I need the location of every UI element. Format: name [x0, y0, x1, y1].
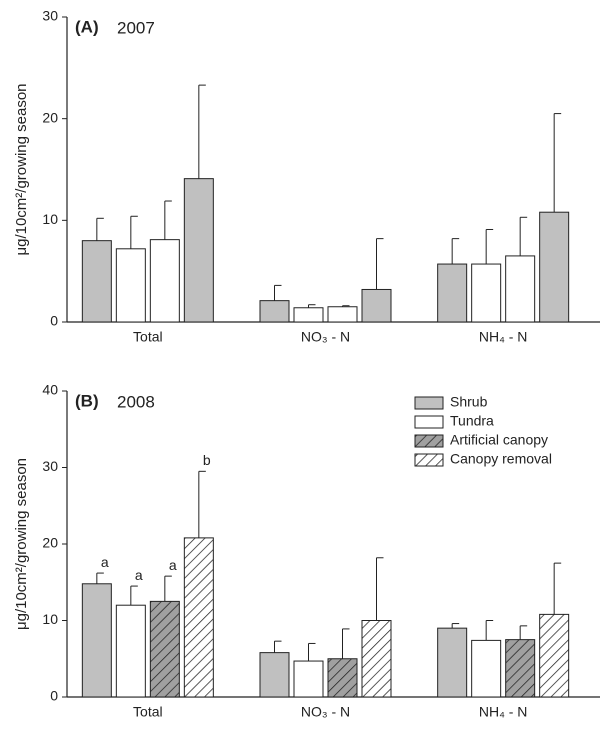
bar [293, 307, 324, 323]
chart-title: 2008 [117, 392, 155, 411]
significance-label: a [101, 554, 109, 570]
y-tick-label: 20 [42, 535, 58, 551]
x-tick-label: NO₃ - N [301, 704, 350, 720]
x-tick-label: Total [133, 329, 163, 345]
legend-swatch [414, 415, 444, 429]
y-tick-label: 30 [42, 8, 58, 24]
bar [361, 288, 392, 323]
chart-title: 2007 [117, 18, 155, 37]
x-tick-label: NH₄ - N [479, 329, 528, 345]
bar [183, 178, 214, 323]
bar [115, 604, 146, 698]
y-tick-label: 0 [50, 313, 58, 329]
y-tick-label: 20 [42, 109, 58, 125]
x-tick-label: Total [133, 704, 163, 720]
legend-swatch [414, 434, 444, 448]
bar [471, 263, 502, 323]
y-axis-label: μg/10cm²/growing season [13, 83, 30, 255]
y-tick-label: 30 [42, 458, 58, 474]
x-tick-label: NH₄ - N [479, 704, 528, 720]
y-tick-label: 40 [42, 382, 58, 398]
legend-label: Canopy removal [450, 451, 552, 467]
significance-label: a [169, 557, 177, 573]
bar [149, 600, 180, 698]
legend-label: Shrub [450, 394, 488, 410]
bar [471, 639, 502, 698]
bar [259, 652, 290, 698]
significance-label: b [203, 452, 211, 468]
y-tick-label: 10 [42, 611, 58, 627]
bar [539, 613, 570, 698]
bar [149, 239, 180, 323]
bar [183, 537, 214, 698]
y-tick-label: 0 [50, 688, 58, 704]
legend-swatch [414, 396, 444, 410]
bar [327, 658, 358, 698]
bar [259, 300, 290, 323]
bar [539, 211, 570, 323]
bar [361, 620, 392, 698]
bar [81, 583, 112, 698]
bar [505, 639, 536, 698]
significance-label: a [135, 567, 143, 583]
bar [81, 240, 112, 323]
bar [115, 248, 146, 323]
legend-label: Artificial canopy [450, 432, 548, 448]
y-axis-label: μg/10cm²/growing season [13, 458, 30, 630]
x-tick-label: NO₃ - N [301, 329, 350, 345]
panel-label: (B) [75, 391, 99, 410]
bar [293, 660, 324, 698]
legend-swatch [414, 453, 444, 467]
legend-label: Tundra [450, 413, 494, 429]
bar [505, 255, 536, 323]
bar [327, 306, 358, 323]
panel-label: (A) [75, 17, 99, 36]
bar [437, 627, 468, 698]
bar [437, 263, 468, 323]
y-tick-label: 10 [42, 211, 58, 227]
